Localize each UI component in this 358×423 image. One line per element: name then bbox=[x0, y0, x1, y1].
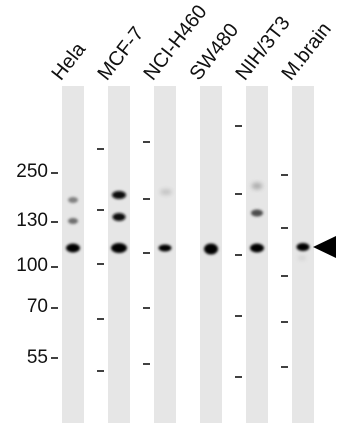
band bbox=[112, 191, 126, 199]
lane-strip-mbrain bbox=[292, 86, 314, 423]
bands-mbrain bbox=[296, 243, 310, 260]
band bbox=[68, 218, 78, 224]
band bbox=[111, 243, 127, 253]
band bbox=[112, 213, 126, 221]
band-arrow-icon bbox=[313, 236, 336, 258]
mw-label-55: 55 bbox=[26, 347, 48, 368]
band bbox=[66, 243, 80, 253]
band bbox=[250, 243, 264, 253]
mw-label-100: 100 bbox=[16, 255, 48, 276]
bands-sw480 bbox=[204, 243, 218, 255]
bands-mcf7 bbox=[111, 191, 127, 253]
band bbox=[160, 189, 172, 195]
band bbox=[68, 197, 78, 203]
band bbox=[251, 182, 263, 190]
bands-nci-h460 bbox=[158, 189, 172, 252]
band bbox=[204, 243, 218, 255]
mw-ticks-left bbox=[51, 172, 58, 359]
mw-label-70: 70 bbox=[26, 296, 48, 317]
lane-strip-nih3t3 bbox=[246, 86, 268, 423]
lane-strip-hela bbox=[62, 86, 84, 423]
band bbox=[296, 243, 310, 251]
lane-strip-nci-h460 bbox=[154, 86, 176, 423]
bands-hela bbox=[66, 197, 80, 253]
bands-nih3t3 bbox=[250, 182, 264, 253]
band bbox=[251, 209, 263, 217]
band bbox=[158, 244, 172, 252]
mw-label-250: 250 bbox=[16, 161, 48, 182]
band bbox=[298, 256, 306, 260]
mw-ticks-between-lanes bbox=[97, 125, 288, 378]
mw-label-130: 130 bbox=[16, 210, 48, 231]
lane-strip-mcf7 bbox=[108, 86, 130, 423]
